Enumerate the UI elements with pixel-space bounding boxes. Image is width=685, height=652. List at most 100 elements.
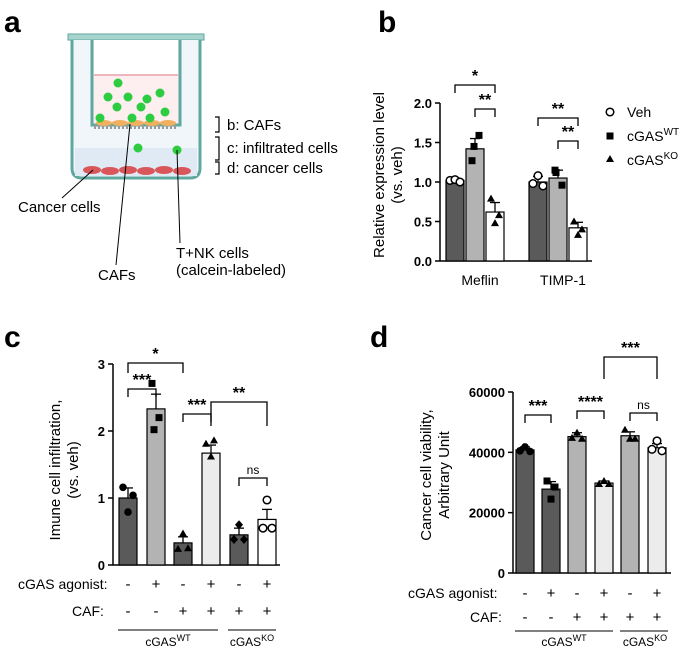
b-ylabel-line2: (vs. veh): [389, 146, 406, 204]
legend-veh-marker: [605, 107, 615, 117]
data-point: [570, 217, 578, 225]
significance-bracket: [127, 388, 157, 397]
cafs-label: CAFs: [98, 267, 136, 284]
data-point: [179, 529, 187, 537]
legend-ko-marker: [606, 155, 614, 162]
data-point: [491, 219, 499, 227]
data-point: [470, 142, 478, 150]
data-point: [574, 230, 582, 238]
bar: [173, 542, 193, 566]
bar: [445, 179, 465, 262]
data-point: [150, 426, 158, 434]
panel-label-d: d: [370, 321, 388, 354]
data-point: [119, 483, 127, 492]
row1-sign: -: [181, 576, 186, 593]
bar: [647, 447, 667, 574]
d-row2-label: CAF:: [470, 609, 502, 625]
significance-label: **: [562, 124, 575, 141]
significance-label: ****: [578, 394, 604, 411]
significance-bracket: [557, 140, 579, 149]
data-point: [174, 544, 182, 552]
tnk-cells: [95, 78, 182, 155]
data-point: [543, 477, 551, 485]
bar: [118, 497, 138, 566]
row1-sign: +: [263, 576, 272, 593]
significance-bracket: [210, 401, 268, 426]
y-tick-label: 20000: [469, 506, 505, 521]
significance-label: ***: [133, 372, 152, 389]
data-point: [558, 181, 566, 189]
y-tick-label: 0.0: [414, 254, 432, 269]
legend-wt-marker: [606, 132, 614, 140]
d-group2-label: cGASKO: [623, 633, 667, 649]
transwell-schematic: b: CAFs c: infiltrated cells d: cancer c…: [18, 33, 338, 284]
c-ylabel-line2: (vs. veh): [65, 441, 82, 499]
data-point: [258, 523, 268, 533]
cancer-cell: [173, 167, 191, 175]
bracket-b-label: b: CAFs: [227, 117, 281, 134]
data-point: [487, 194, 495, 202]
c-row2-label: CAF:: [72, 603, 104, 619]
data-point: [631, 434, 639, 442]
row1-sign: -: [126, 576, 131, 593]
y-tick-label: 1.0: [414, 175, 432, 190]
significance-label: ***: [188, 397, 207, 414]
data-point: [547, 495, 555, 503]
significance-bracket: [524, 414, 552, 423]
pointer-caf: [115, 123, 131, 266]
legend-wt: cGASWT: [627, 127, 679, 144]
chart-b: 0.00.51.01.52.0*******: [414, 68, 592, 269]
row2-sign: +: [573, 609, 582, 626]
bar: [515, 449, 535, 574]
bar: [528, 181, 548, 262]
data-point: [600, 476, 608, 484]
panel-label-c: c: [4, 321, 21, 354]
data-point: [475, 131, 483, 139]
data-point: [528, 179, 538, 189]
caf-cell: [112, 120, 128, 126]
cancer-cell: [119, 166, 137, 174]
row2-sign: +: [235, 603, 244, 620]
row2-sign: +: [207, 603, 216, 620]
data-point: [468, 157, 476, 165]
c-row1-label: cGAS agonist:: [18, 576, 108, 592]
significance-bracket: [576, 410, 605, 419]
significance-label: *: [152, 346, 159, 363]
row2-sign: -: [126, 603, 131, 620]
row1-sign: -: [237, 576, 242, 593]
row2-sign: -: [154, 603, 159, 620]
c-group1-label: cGASWT: [145, 633, 191, 649]
row1-sign: +: [600, 585, 609, 602]
pointer-cancer: [61, 169, 94, 199]
row2-sign: -: [523, 609, 528, 626]
y-tick-label: 60000: [469, 385, 505, 400]
data-point: [230, 535, 238, 545]
cancer-cell: [155, 166, 173, 174]
significance-bracket: [603, 356, 658, 379]
data-point: [495, 211, 503, 219]
well-rim: [67, 33, 205, 41]
legend-ko: cGASKO: [627, 151, 678, 168]
tnk-label-line2: (calcein-labeled): [176, 262, 286, 279]
data-point: [184, 544, 192, 552]
data-point: [538, 181, 548, 191]
data-point: [657, 446, 667, 456]
b-category-meflin: Meflin: [461, 272, 498, 288]
data-point: [455, 177, 465, 187]
bar: [465, 148, 485, 262]
row1-sign: -: [523, 585, 528, 602]
significance-bracket: [537, 117, 579, 126]
bar: [548, 177, 568, 262]
b-ylabel-line1: Relative expression level: [371, 92, 388, 258]
row1-sign: +: [547, 585, 556, 602]
data-point: [262, 495, 272, 505]
row1-sign: +: [207, 576, 216, 593]
b-category-timp1: TIMP-1: [540, 272, 586, 288]
y-tick-label: 1.5: [414, 136, 432, 151]
data-point: [155, 414, 163, 422]
insert-air: [94, 40, 178, 75]
panel-label-b: b: [378, 6, 396, 39]
bracket-d: [215, 161, 220, 175]
